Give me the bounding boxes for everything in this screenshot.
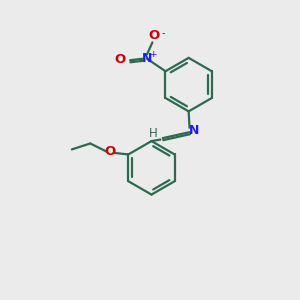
Text: H: H	[148, 127, 157, 140]
Text: O: O	[148, 29, 160, 42]
Text: -: -	[161, 28, 164, 38]
Text: O: O	[105, 145, 116, 158]
Text: N: N	[142, 52, 152, 65]
Text: N: N	[188, 124, 199, 137]
Text: O: O	[115, 53, 126, 66]
Text: +: +	[149, 50, 157, 59]
